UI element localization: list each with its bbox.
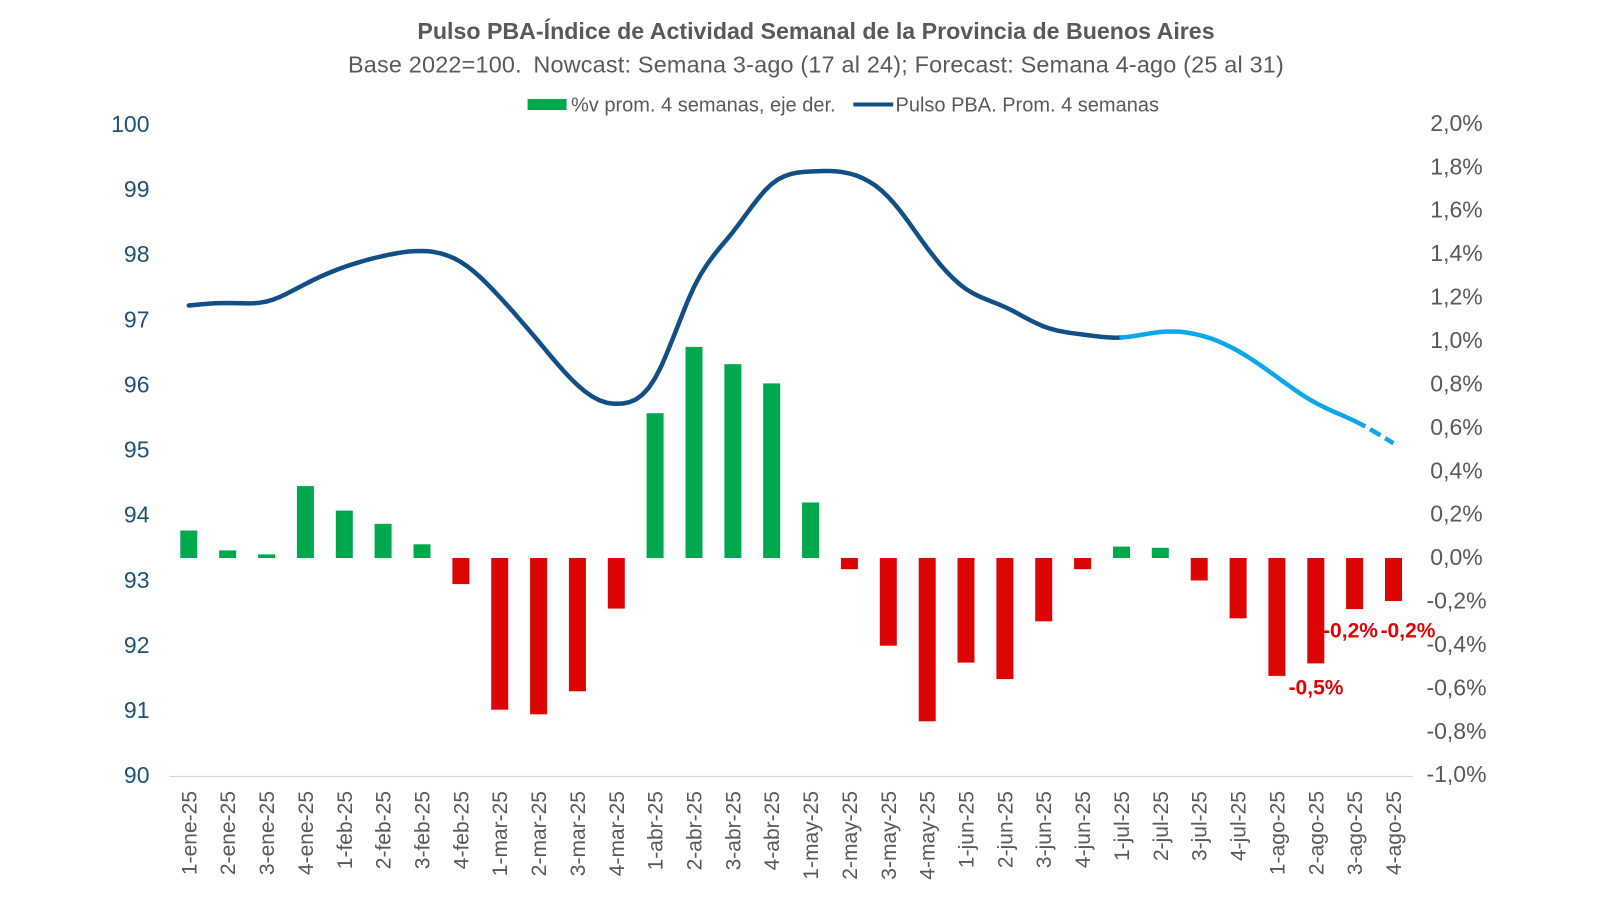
svg-text:-0,4%: -0,4% (1426, 631, 1486, 657)
svg-text:3-ene-25: 3-ene-25 (256, 791, 279, 875)
svg-text:1-mar-25: 1-mar-25 (489, 791, 512, 876)
svg-text:98: 98 (124, 241, 150, 267)
svg-text:1,8%: 1,8% (1430, 153, 1482, 179)
svg-text:-0,6%: -0,6% (1426, 674, 1486, 700)
svg-text:-0,2%: -0,2% (1323, 620, 1378, 643)
svg-text:4-jun-25: 4-jun-25 (1072, 791, 1095, 868)
svg-text:93: 93 (124, 567, 150, 593)
svg-text:1,6%: 1,6% (1430, 197, 1482, 223)
svg-text:2-abr-25: 2-abr-25 (684, 791, 707, 870)
svg-text:1-ago-25: 1-ago-25 (1266, 791, 1289, 875)
svg-text:97: 97 (124, 306, 150, 332)
svg-text:1-jun-25: 1-jun-25 (956, 791, 979, 868)
svg-text:2-feb-25: 2-feb-25 (373, 791, 396, 869)
svg-text:3-jul-25: 3-jul-25 (1189, 791, 1212, 861)
svg-text:4-jul-25: 4-jul-25 (1228, 791, 1251, 861)
svg-text:-0,2%: -0,2% (1381, 620, 1436, 643)
svg-text:3-ago-25: 3-ago-25 (1344, 791, 1367, 875)
svg-text:90: 90 (124, 762, 150, 788)
svg-text:2-jul-25: 2-jul-25 (1150, 791, 1173, 861)
svg-text:0,2%: 0,2% (1430, 501, 1482, 527)
svg-text:-0,2%: -0,2% (1426, 588, 1486, 614)
svg-text:Pulso PBA. Prom. 4 semanas: Pulso PBA. Prom. 4 semanas (896, 95, 1159, 117)
svg-text:96: 96 (124, 371, 150, 397)
svg-text:4-abr-25: 4-abr-25 (761, 791, 784, 870)
svg-text:1-abr-25: 1-abr-25 (645, 791, 668, 870)
svg-text:4-mar-25: 4-mar-25 (606, 791, 629, 876)
svg-text:-1,0%: -1,0% (1426, 761, 1486, 787)
svg-text:1,0%: 1,0% (1430, 327, 1482, 353)
svg-text:95: 95 (124, 437, 150, 463)
svg-text:0,8%: 0,8% (1430, 370, 1482, 396)
svg-text:1-may-25: 1-may-25 (800, 791, 823, 880)
svg-text:1,4%: 1,4% (1430, 240, 1482, 266)
svg-text:2-ago-25: 2-ago-25 (1305, 791, 1328, 875)
svg-text:1-jul-25: 1-jul-25 (1111, 791, 1134, 861)
svg-text:4-may-25: 4-may-25 (917, 791, 940, 880)
svg-text:2,0%: 2,0% (1430, 110, 1482, 136)
svg-text:%v prom. 4 semanas, eje der.: %v prom. 4 semanas, eje der. (571, 95, 836, 117)
svg-text:0,6%: 0,6% (1430, 414, 1482, 440)
svg-text:0,4%: 0,4% (1430, 457, 1482, 483)
svg-text:2-may-25: 2-may-25 (839, 791, 862, 880)
svg-text:-0,5%: -0,5% (1289, 677, 1344, 700)
svg-text:2-mar-25: 2-mar-25 (528, 791, 551, 876)
svg-text:1,2%: 1,2% (1430, 284, 1482, 310)
svg-text:91: 91 (124, 697, 150, 723)
svg-text:3-may-25: 3-may-25 (878, 791, 901, 880)
svg-text:Base 2022=100. Nowcast: Seman: Base 2022=100. Nowcast: Semana 3-ago (17… (348, 52, 1284, 78)
svg-text:4-ene-25: 4-ene-25 (295, 791, 318, 875)
svg-text:3-mar-25: 3-mar-25 (567, 791, 590, 876)
svg-text:99: 99 (124, 176, 150, 202)
svg-text:-0,8%: -0,8% (1426, 718, 1486, 744)
svg-text:2-ene-25: 2-ene-25 (217, 791, 240, 875)
svg-text:Pulso PBA-Índice de Actividad: Pulso PBA-Índice de Actividad Semanal de… (417, 17, 1214, 44)
svg-text:1-feb-25: 1-feb-25 (334, 791, 357, 869)
svg-text:4-ago-25: 4-ago-25 (1383, 791, 1406, 875)
svg-text:3-jun-25: 3-jun-25 (1033, 791, 1056, 868)
svg-text:0,0%: 0,0% (1430, 544, 1482, 570)
svg-text:94: 94 (124, 502, 150, 528)
svg-text:3-abr-25: 3-abr-25 (722, 791, 745, 870)
svg-text:1-ene-25: 1-ene-25 (178, 791, 201, 875)
svg-text:100: 100 (111, 111, 149, 137)
svg-text:3-feb-25: 3-feb-25 (412, 791, 435, 869)
svg-text:92: 92 (124, 632, 150, 658)
svg-text:4-feb-25: 4-feb-25 (450, 791, 473, 869)
svg-text:2-jun-25: 2-jun-25 (994, 791, 1017, 868)
